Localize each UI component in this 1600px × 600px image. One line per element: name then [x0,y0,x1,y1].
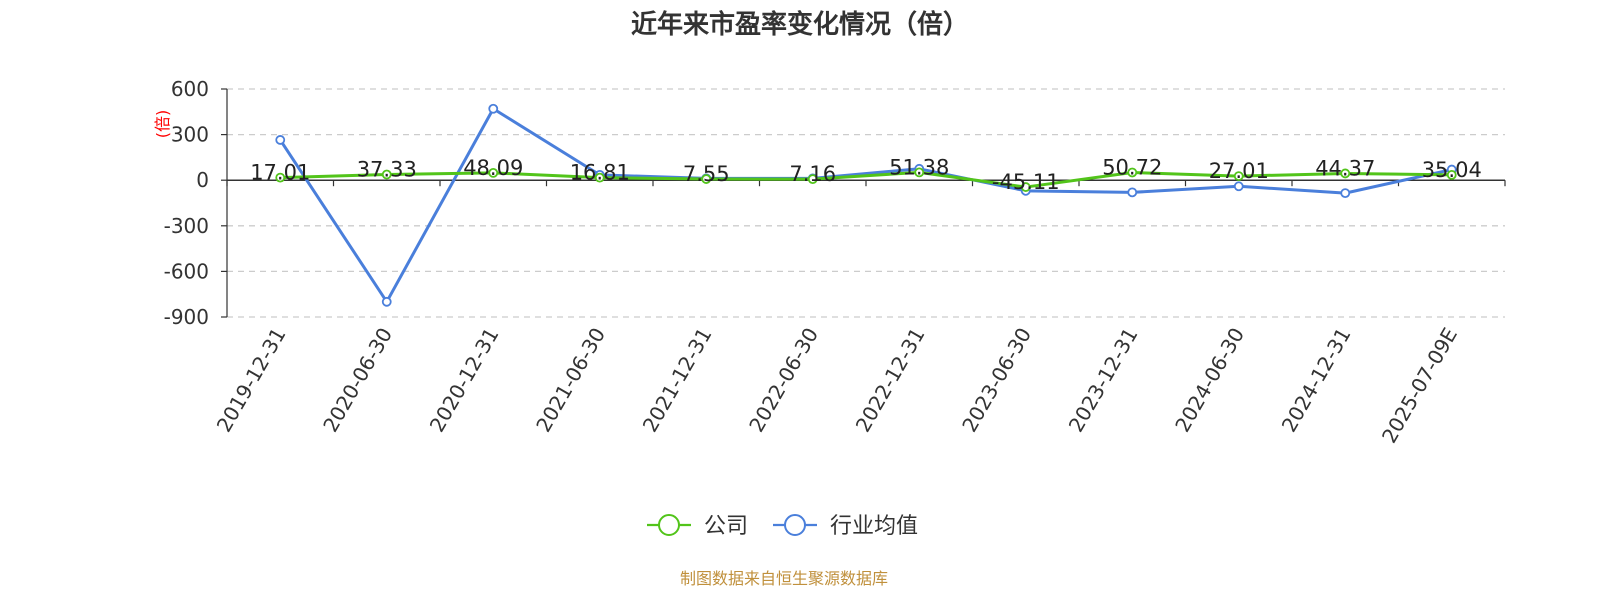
y-axis-unit-label: (倍) [153,110,172,139]
data-label: 44.37 [1315,156,1375,180]
series-point-0 [1233,171,1244,181]
data-label-layer: 17.01 37.33 48.09 16.81 7.55 7.16 51.38 -45.11 5… [250,155,1482,194]
series-point-0 [1127,167,1138,178]
x-tick-label: 2021-06-30 [531,324,610,437]
series-point-1 [1233,181,1244,192]
legend-label: 行业均值 [830,514,918,539]
legend[interactable]: 公司 行业均值 [647,514,918,539]
legend-marker [658,514,680,536]
series-point-0 [594,172,605,183]
x-tick-label: 2022-06-30 [744,324,823,437]
series-layer [275,103,1457,307]
x-tick-label: 2020-06-30 [318,324,397,437]
data-label: 50.72 [1102,155,1162,179]
y-tick-label: 600 [171,77,209,101]
x-tick-label: 2023-12-31 [1064,324,1143,437]
x-tick-label: 2021-12-31 [638,324,717,437]
series-point-0 [1020,182,1031,192]
data-label: 17.01 [250,161,310,185]
series-point-0 [488,167,499,178]
series-line-0 [278,170,1454,189]
series-point-0 [275,172,286,183]
data-label: 7.16 [789,162,836,186]
series-point-1 [1340,188,1351,199]
x-tick-label: 2024-12-31 [1277,324,1356,437]
source-note: 制图数据来自恒生聚源数据库 [680,569,888,588]
legend-label: 公司 [704,514,748,539]
data-label: -45.11 [992,170,1060,194]
y-tick-label: 0 [196,168,209,192]
data-label: 48.09 [463,156,523,180]
legend-marker [784,514,806,536]
series-point-0 [1340,168,1351,179]
series-point-1 [381,296,392,307]
legend-item-1[interactable]: 行业均值 [773,514,918,539]
series-line-1 [278,107,1454,304]
x-tick-label: 2020-12-31 [425,324,504,437]
data-label: 51.38 [889,155,949,179]
series-point-0 [381,169,392,180]
data-label: 27.01 [1209,159,1269,183]
series-point-1 [1127,187,1138,198]
series-point-0 [701,174,712,184]
x-tick-label: 2025-07-09E [1377,324,1462,448]
y-tick-label: -900 [164,305,209,329]
series-point-0 [807,174,818,185]
y-tick-label: -300 [164,214,209,238]
data-label: 7.55 [683,162,730,186]
y-tick-label: 300 [171,123,209,147]
y-tick-label: -600 [164,259,209,283]
series-point-1 [275,135,286,145]
x-tick-label: 2019-12-31 [212,324,291,437]
grid-layer [227,88,1505,318]
series-point-0 [914,167,925,178]
data-label: 35.04 [1422,158,1482,182]
x-tick-label: 2024-06-30 [1170,324,1249,437]
x-tick-label: 2023-06-30 [957,324,1036,437]
series-point-0 [1446,169,1457,180]
legend-item-0[interactable]: 公司 [647,514,748,539]
x-tick-label: 2022-12-31 [851,324,930,437]
data-label: 16.81 [570,161,630,185]
data-label: 37.33 [357,158,417,182]
series-point-1 [488,103,499,114]
chart-title: 近年来市盈率变化情况（倍） [631,9,969,40]
